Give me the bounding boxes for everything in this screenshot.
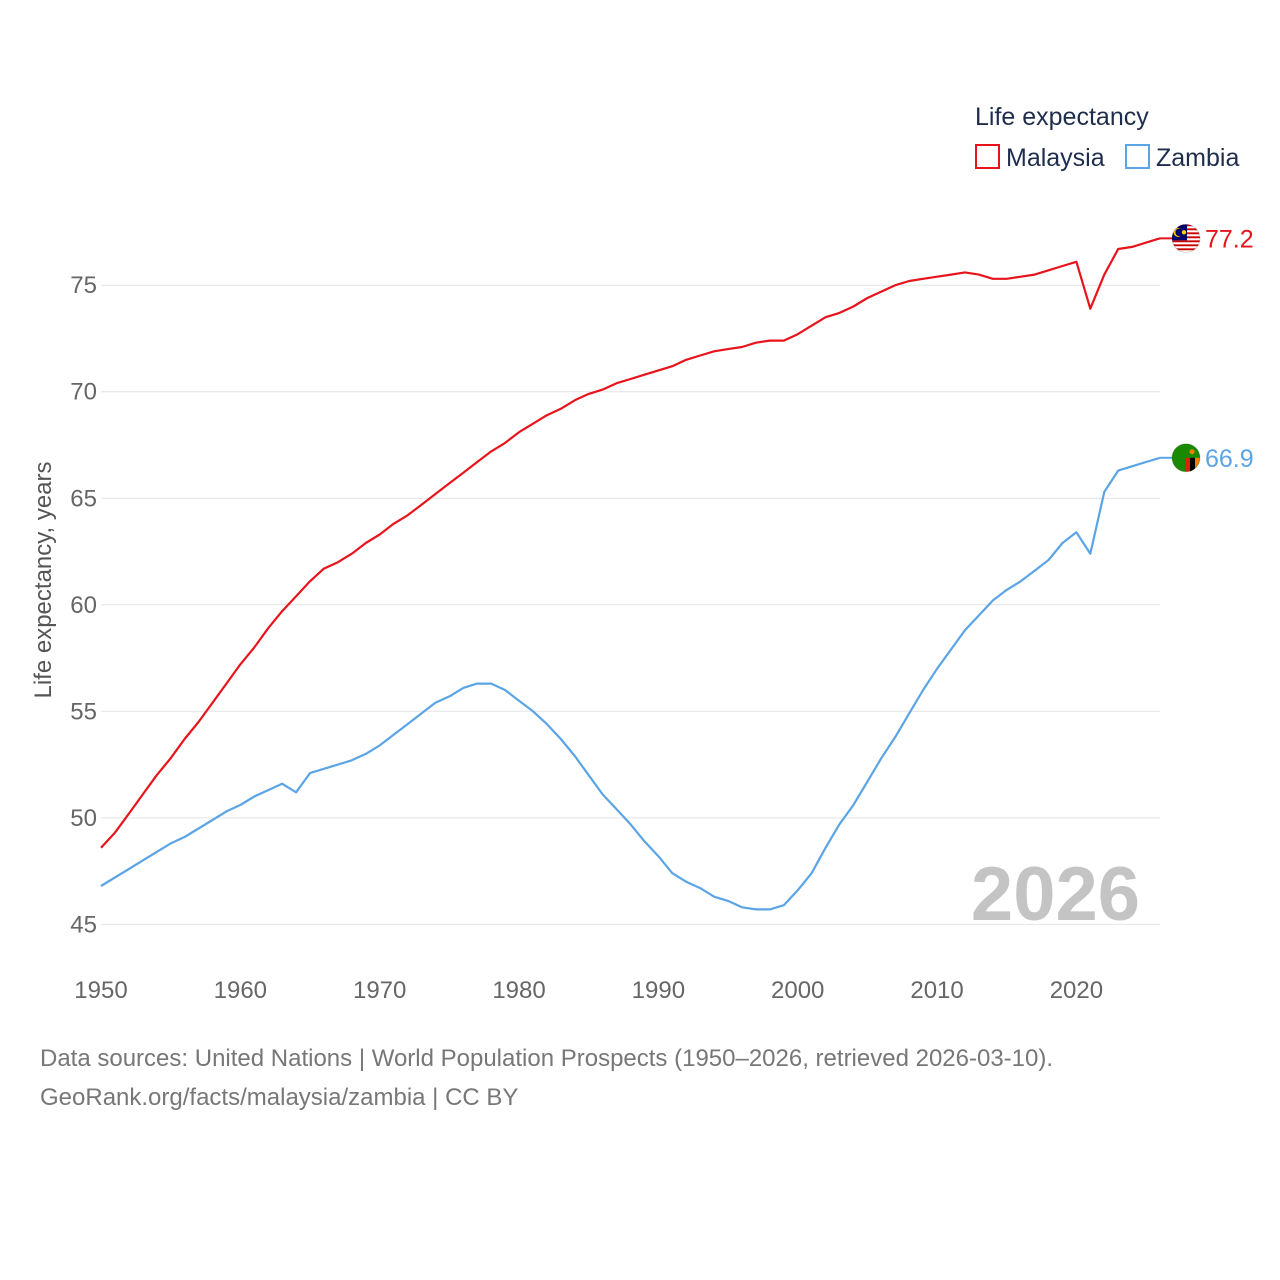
end-value-malaysia: 77.2 (1205, 225, 1254, 253)
x-tick-label: 2000 (771, 977, 824, 1004)
malaysia-flag-icon (1171, 223, 1201, 253)
legend-swatch-zambia (1125, 144, 1150, 169)
y-tick-label: 65 (70, 485, 97, 512)
life-expectancy-chart: 45 50 55 60 65 70 75 1950 1960 1970 1980 1990 2000 2… (30, 103, 1254, 1004)
x-tick-label: 1960 (214, 977, 267, 1004)
y-tick-label: 55 (70, 698, 97, 725)
x-tick-label: 1950 (74, 977, 127, 1004)
legend-label-zambia: Zambia (1156, 144, 1239, 172)
x-tick-label: 1980 (492, 977, 545, 1004)
y-tick-label: 45 (70, 911, 97, 938)
y-tick-label: 50 (70, 805, 97, 832)
x-axis-ticks: 1950 1960 1970 1980 1990 2000 2010 2020 (74, 977, 1103, 1004)
x-tick-label: 2010 (910, 977, 963, 1004)
y-axis-ticks: 45 50 55 60 65 70 75 (70, 272, 97, 938)
y-tick-label: 70 (70, 379, 97, 406)
legend-item-zambia[interactable]: Zambia (1125, 144, 1239, 172)
zambia-flag-icon (1171, 443, 1201, 473)
x-tick-label: 1970 (353, 977, 406, 1004)
series-line-zambia (100, 456, 1161, 911)
gridlines (101, 284, 1160, 925)
legend-swatch-malaysia (975, 144, 1000, 169)
legend-item-malaysia[interactable]: Malaysia (975, 144, 1105, 172)
credit-note[interactable]: GeoRank.org/facts/malaysia/zambia | CC B… (40, 1084, 519, 1111)
legend-label-malaysia: Malaysia (1006, 144, 1105, 172)
end-markers: 77.2 66.9 (1160, 223, 1254, 473)
y-tick-label: 60 (70, 592, 97, 619)
x-tick-label: 2020 (1050, 977, 1103, 1004)
series-line-malaysia (100, 237, 1161, 849)
x-tick-label: 1990 (632, 977, 685, 1004)
series-layer (100, 237, 1161, 911)
source-note: Data sources: United Nations | World Pop… (40, 1045, 1054, 1072)
year-watermark: 2026 (971, 852, 1140, 937)
legend-title: Life expectancy (975, 103, 1149, 131)
y-axis-label: Life expectancy, years (30, 461, 57, 698)
y-tick-label: 75 (70, 272, 97, 299)
end-value-zambia: 66.9 (1205, 445, 1254, 473)
legend[interactable]: Life expectancy Malaysia Zambia (975, 103, 1239, 172)
